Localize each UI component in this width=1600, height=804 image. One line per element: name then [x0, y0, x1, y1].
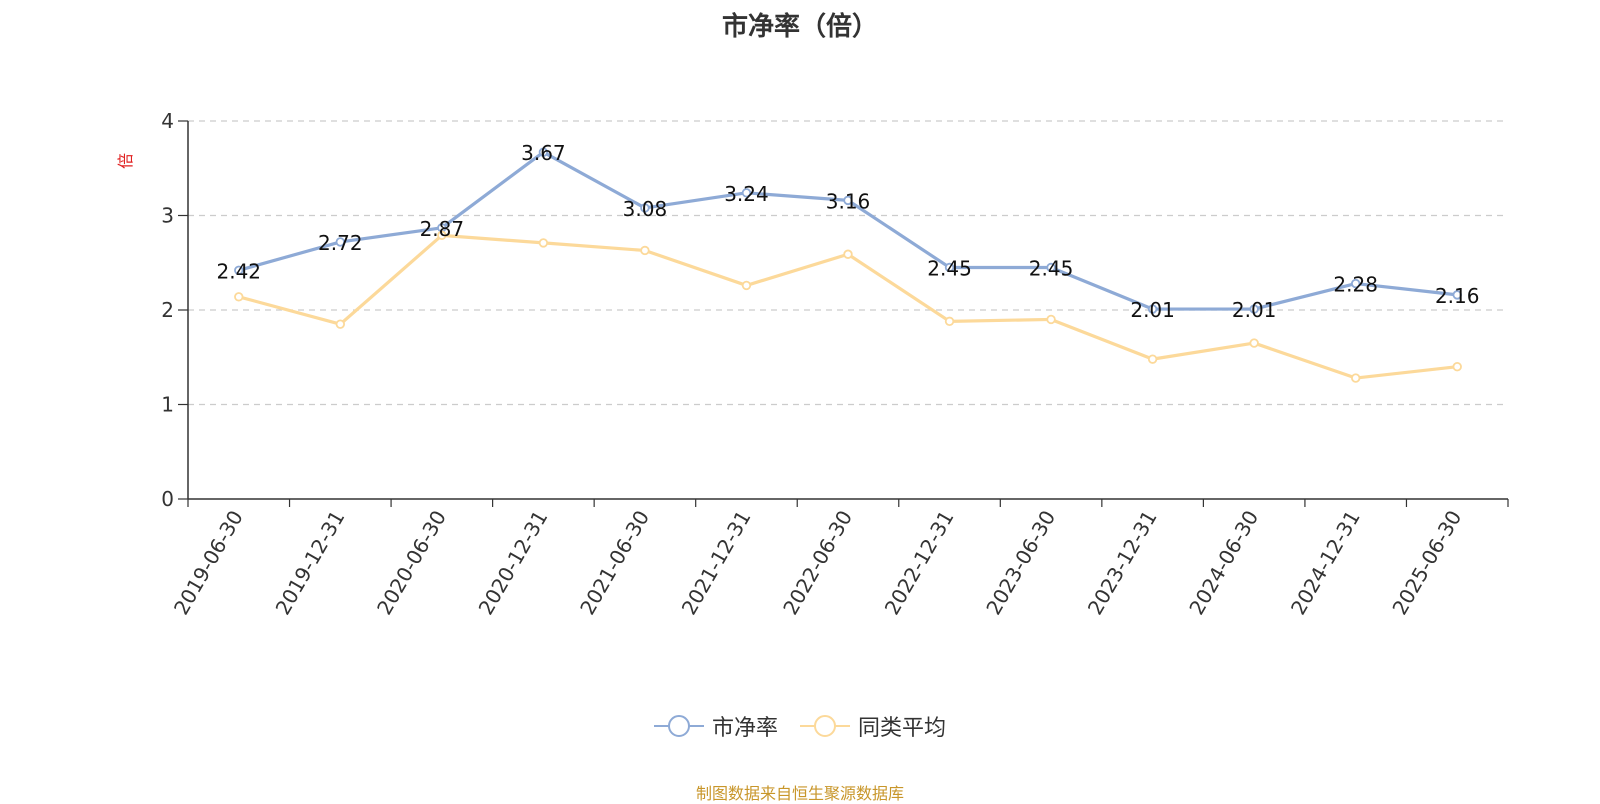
- data-point: [1249, 304, 1259, 314]
- data-label: 3.67: [521, 141, 566, 165]
- x-tick-label: 2022-12-31: [880, 506, 959, 619]
- x-tick-label: 2019-12-31: [270, 506, 349, 619]
- data-label: 2.45: [927, 256, 972, 280]
- data-label: 2.42: [217, 259, 262, 283]
- data-point: [335, 319, 346, 329]
- data-label: 2.16: [1435, 284, 1480, 308]
- data-point: [1452, 362, 1462, 372]
- data-label: 2.72: [318, 231, 363, 255]
- source-note: 制图数据来自恒生聚源数据库: [695, 784, 904, 803]
- x-tick-label: 2020-12-31: [474, 506, 553, 619]
- y-tick-label: 3: [161, 204, 174, 228]
- x-tick-label: 2020-06-30: [372, 506, 451, 619]
- data-label: 3.16: [826, 189, 871, 213]
- data-label: 2.87: [420, 217, 465, 241]
- x-tick-label: 2023-06-30: [981, 506, 1060, 619]
- chart-title: 市净率（倍）: [721, 12, 878, 42]
- grid-lines: [188, 120, 1508, 406]
- legend-label-series-1: 市净率: [711, 716, 778, 741]
- y-tick-label: 2: [161, 298, 174, 322]
- legend-marker-series-1: [653, 715, 704, 737]
- legend-item-series-2[interactable]: 同类平均: [800, 710, 946, 742]
- legend-label-series-2: 同类平均: [858, 716, 947, 741]
- data-point: [538, 238, 549, 248]
- data-point: [234, 292, 244, 302]
- x-tick-label: 2022-06-30: [778, 506, 857, 619]
- data-point: [944, 316, 955, 327]
- x-tick-label: 2024-12-31: [1286, 506, 1365, 619]
- data-label: 3.24: [724, 182, 769, 206]
- legend: 市净率 同类平均: [0, 710, 1600, 742]
- y-axis-label: 倍: [116, 153, 135, 169]
- data-point: [335, 237, 346, 247]
- data-label: 2.01: [1130, 298, 1175, 322]
- y-tick-label: 0: [161, 487, 174, 511]
- x-tick-label: 2025-06-30: [1387, 506, 1466, 619]
- data-point: [1350, 278, 1361, 289]
- data-point: [843, 195, 853, 206]
- y-tick-label: 1: [161, 393, 174, 417]
- x-tick-label: 2021-12-31: [677, 506, 756, 619]
- data-point: [640, 203, 650, 213]
- data-point: [1350, 373, 1361, 383]
- data-point: [437, 230, 447, 241]
- y-tick-label: 4: [161, 109, 174, 133]
- data-point: [538, 147, 549, 157]
- data-point: [741, 188, 752, 198]
- data-point: [1147, 354, 1158, 364]
- data-point: [1249, 338, 1259, 348]
- data-point: [1046, 314, 1056, 325]
- legend-marker-series-2: [800, 715, 850, 737]
- data-point: [741, 280, 752, 291]
- x-tick-label: 2021-06-30: [575, 506, 654, 619]
- legend-item-series-1[interactable]: 市净率: [653, 710, 778, 742]
- series: [234, 147, 1462, 383]
- data-point: [843, 249, 853, 259]
- data-point: [944, 262, 955, 273]
- data-point: [640, 245, 650, 256]
- data-labels: 2.42 2.72 2.87 3.67 3.08 3.24 3.16 2.45 2.45 2.01…: [217, 141, 1480, 322]
- x-tick-label: 2023-12-31: [1083, 506, 1162, 619]
- data-point: [1147, 304, 1158, 314]
- x-tick-label: 2019-06-30: [169, 506, 248, 619]
- x-tick-label: 2024-06-30: [1184, 506, 1263, 619]
- data-point: [1452, 290, 1462, 300]
- data-label: 2.01: [1232, 298, 1277, 322]
- data-label: 2.28: [1333, 273, 1378, 297]
- data-point: [1046, 262, 1056, 273]
- axes: 0 1 2 3 4 2019-06-30 2019-12-31 2020-06-30 2020-…: [161, 109, 1509, 619]
- data-point: [234, 265, 244, 276]
- data-label: 2.45: [1029, 256, 1074, 280]
- data-label: 3.08: [623, 197, 668, 221]
